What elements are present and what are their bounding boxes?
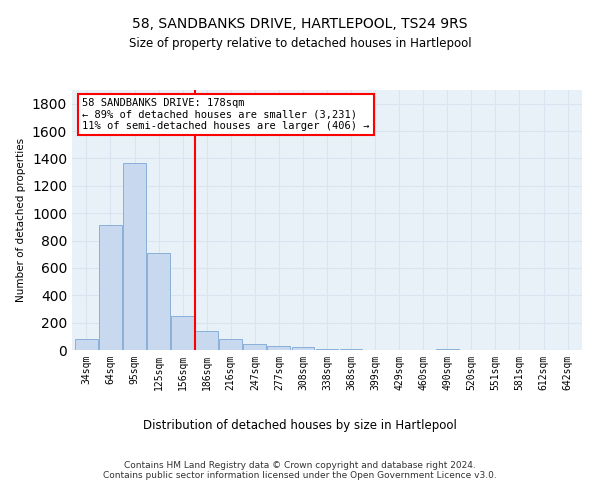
Bar bbox=[171, 316, 194, 350]
Bar bbox=[292, 348, 314, 350]
Text: 58 SANDBANKS DRIVE: 178sqm
← 89% of detached houses are smaller (3,231)
11% of s: 58 SANDBANKS DRIVE: 178sqm ← 89% of deta… bbox=[82, 98, 370, 131]
Text: 58, SANDBANKS DRIVE, HARTLEPOOL, TS24 9RS: 58, SANDBANKS DRIVE, HARTLEPOOL, TS24 9R… bbox=[132, 18, 468, 32]
Bar bbox=[75, 339, 98, 350]
Bar bbox=[268, 346, 290, 350]
Bar bbox=[316, 348, 338, 350]
Bar bbox=[99, 226, 122, 350]
Text: Size of property relative to detached houses in Hartlepool: Size of property relative to detached ho… bbox=[128, 38, 472, 51]
Bar bbox=[244, 344, 266, 350]
Bar bbox=[220, 339, 242, 350]
Bar bbox=[123, 162, 146, 350]
Text: Distribution of detached houses by size in Hartlepool: Distribution of detached houses by size … bbox=[143, 418, 457, 432]
Bar bbox=[195, 331, 218, 350]
Text: Contains HM Land Registry data © Crown copyright and database right 2024.
Contai: Contains HM Land Registry data © Crown c… bbox=[103, 460, 497, 480]
Y-axis label: Number of detached properties: Number of detached properties bbox=[16, 138, 26, 302]
Bar bbox=[147, 253, 170, 350]
